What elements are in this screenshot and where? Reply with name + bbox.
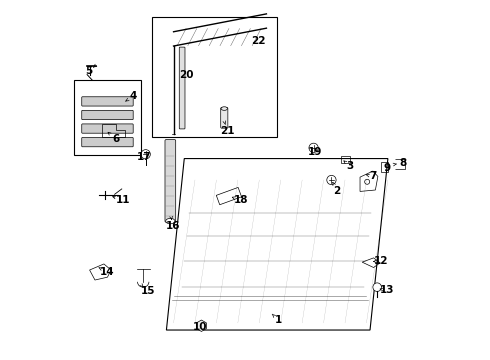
Text: 2: 2 <box>334 186 341 196</box>
Text: 15: 15 <box>141 287 155 296</box>
FancyBboxPatch shape <box>220 108 228 128</box>
Text: 21: 21 <box>220 126 234 136</box>
Text: 18: 18 <box>234 195 249 205</box>
FancyBboxPatch shape <box>179 47 185 129</box>
Text: 4: 4 <box>130 91 137 101</box>
Text: 22: 22 <box>251 36 266 46</box>
Circle shape <box>373 283 381 292</box>
Text: 5: 5 <box>85 66 92 76</box>
Text: 16: 16 <box>166 221 180 231</box>
Circle shape <box>365 179 369 184</box>
FancyBboxPatch shape <box>82 124 133 133</box>
Text: 1: 1 <box>275 315 283 325</box>
Text: 13: 13 <box>380 285 394 295</box>
FancyBboxPatch shape <box>82 138 133 147</box>
Text: 8: 8 <box>399 158 407 168</box>
FancyBboxPatch shape <box>165 140 176 222</box>
Text: 12: 12 <box>373 256 388 266</box>
Text: 20: 20 <box>179 69 194 80</box>
Text: 10: 10 <box>193 322 207 332</box>
Text: 3: 3 <box>346 161 353 171</box>
Ellipse shape <box>221 107 227 111</box>
Text: 9: 9 <box>383 163 391 173</box>
Polygon shape <box>196 320 206 332</box>
Text: 17: 17 <box>137 153 151 162</box>
Circle shape <box>309 143 318 153</box>
Circle shape <box>327 175 336 185</box>
FancyBboxPatch shape <box>82 97 133 106</box>
Circle shape <box>141 150 150 159</box>
Text: 19: 19 <box>308 147 322 157</box>
Text: 6: 6 <box>112 134 119 144</box>
Text: 11: 11 <box>116 195 131 204</box>
Text: 7: 7 <box>369 171 376 181</box>
Ellipse shape <box>166 219 175 224</box>
FancyBboxPatch shape <box>82 111 133 120</box>
Text: 14: 14 <box>100 267 115 277</box>
